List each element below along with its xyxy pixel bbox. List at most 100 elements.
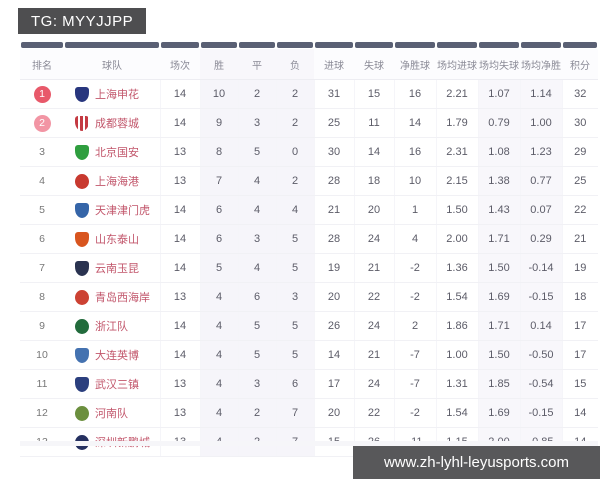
draw-cell: 4 <box>237 195 276 225</box>
strip-segment <box>562 40 598 49</box>
team-name[interactable]: 青岛西海岸 <box>95 292 150 304</box>
avg-goals-for-cell: 1.54 <box>435 398 478 428</box>
strip-segment <box>64 40 160 49</box>
draw-cell: 6 <box>237 282 276 312</box>
rank-badge: 11 <box>36 378 48 390</box>
team-logo-icon <box>75 86 89 102</box>
points-cell: 15 <box>561 369 598 399</box>
team-cell: 青岛西海岸 <box>64 282 160 312</box>
table-row: 12 河南队 13 4 2 7 20 22 -2 1.54 1.69 -0.15… <box>20 398 598 428</box>
team-name[interactable]: 浙江队 <box>95 321 128 333</box>
goals-against-cell: 22 <box>353 398 394 428</box>
table-bottom-edge <box>20 441 598 446</box>
team-name[interactable]: 成都蓉城 <box>95 118 139 130</box>
points-cell: 29 <box>561 137 598 167</box>
goals-for-cell: 20 <box>313 282 354 312</box>
col-header-played: 场次 <box>160 49 200 80</box>
goals-against-cell: 24 <box>353 224 394 254</box>
goals-against-cell: 20 <box>353 195 394 225</box>
avg-goals-against-cell: 1.50 <box>477 340 520 370</box>
team-cell: 武汉三镇 <box>64 369 160 399</box>
col-header-goal-diff: 净胜球 <box>394 49 436 80</box>
avg-goals-for-cell: 2.15 <box>435 166 478 196</box>
goals-for-cell: 28 <box>313 224 354 254</box>
loss-cell: 3 <box>275 282 314 312</box>
loss-cell: 2 <box>275 108 314 138</box>
table-row: 10 大连英博 14 4 5 5 14 21 -7 1.00 1.50 -0.5… <box>20 340 598 370</box>
team-logo-icon <box>75 376 89 392</box>
table-row: 11 武汉三镇 13 4 3 6 17 24 -7 1.31 1.85 -0.5… <box>20 369 598 399</box>
avg-goal-diff-cell: 0.77 <box>519 166 562 196</box>
strip-segment <box>520 40 562 49</box>
team-name[interactable]: 上海申花 <box>95 89 139 101</box>
avg-goal-diff-cell: 1.00 <box>519 108 562 138</box>
goals-against-cell: 21 <box>353 253 394 283</box>
rank-cell: 4 <box>20 166 64 196</box>
team-logo-icon <box>75 115 89 131</box>
avg-goals-against-cell: 1.69 <box>477 398 520 428</box>
avg-goal-diff-cell: 0.14 <box>519 311 562 341</box>
loss-cell: 7 <box>275 398 314 428</box>
played-cell: 13 <box>159 369 200 399</box>
played-cell: 14 <box>159 79 200 109</box>
avg-goal-diff-cell: 0.07 <box>519 195 562 225</box>
table-top-strip <box>20 40 598 49</box>
goals-for-cell: 14 <box>313 340 354 370</box>
strip-segment <box>20 40 64 49</box>
played-cell: 14 <box>159 253 200 283</box>
col-header-avg-goals-for: 场均进球 <box>436 49 478 80</box>
goal-diff-cell: -2 <box>393 398 436 428</box>
rank-badge: 9 <box>39 320 45 332</box>
team-name[interactable]: 大连英博 <box>95 350 139 362</box>
team-name[interactable]: 天津津门虎 <box>95 205 150 217</box>
col-header-points: 积分 <box>562 49 598 80</box>
table-row: 3 北京国安 13 8 5 0 30 14 16 2.31 1.08 1.23 … <box>20 137 598 167</box>
draw-cell: 3 <box>237 369 276 399</box>
table-row: 4 上海海港 13 7 4 2 28 18 10 2.15 1.38 0.77 … <box>20 166 598 196</box>
win-cell: 6 <box>199 224 238 254</box>
avg-goal-diff-cell: -0.54 <box>519 369 562 399</box>
team-name[interactable]: 上海海港 <box>95 176 139 188</box>
rank-badge: 4 <box>39 175 45 187</box>
win-cell: 4 <box>199 311 238 341</box>
goals-against-cell: 11 <box>353 108 394 138</box>
table-row: 8 青岛西海岸 13 4 6 3 20 22 -2 1.54 1.69 -0.1… <box>20 282 598 312</box>
table-row: 5 天津津门虎 14 6 4 4 21 20 1 1.50 1.43 0.07 … <box>20 195 598 225</box>
avg-goal-diff-cell: -0.14 <box>519 253 562 283</box>
goals-for-cell: 31 <box>313 79 354 109</box>
team-name[interactable]: 云南玉昆 <box>95 263 139 275</box>
win-cell: 4 <box>199 398 238 428</box>
team-name[interactable]: 北京国安 <box>95 147 139 159</box>
strip-segment <box>160 40 200 49</box>
rank-badge: 2 <box>33 114 51 132</box>
col-header-goals-against: 失球 <box>354 49 394 80</box>
draw-cell: 4 <box>237 253 276 283</box>
rank-cell: 8 <box>20 282 64 312</box>
avg-goals-for-cell: 1.31 <box>435 369 478 399</box>
team-logo-icon <box>75 347 89 363</box>
avg-goals-against-cell: 1.43 <box>477 195 520 225</box>
played-cell: 13 <box>159 166 200 196</box>
avg-goals-against-cell: 1.07 <box>477 79 520 109</box>
avg-goals-against-cell: 1.71 <box>477 224 520 254</box>
team-name[interactable]: 武汉三镇 <box>95 379 139 391</box>
telegram-watermark-label: TG: MYYJJPP <box>31 12 134 30</box>
team-name[interactable]: 河南队 <box>95 408 128 420</box>
team-name[interactable]: 山东泰山 <box>95 234 139 246</box>
loss-cell: 2 <box>275 79 314 109</box>
strip-segment <box>238 40 276 49</box>
team-logo-icon <box>75 231 89 247</box>
rank-cell: 5 <box>20 195 64 225</box>
team-logo-icon <box>75 173 89 189</box>
strip-segment <box>276 40 314 49</box>
strip-segment <box>200 40 238 49</box>
draw-cell: 2 <box>237 79 276 109</box>
played-cell: 14 <box>159 311 200 341</box>
team-cell: 河南队 <box>64 398 160 428</box>
rank-cell: 6 <box>20 224 64 254</box>
strip-segment <box>394 40 436 49</box>
goals-against-cell: 18 <box>353 166 394 196</box>
played-cell: 13 <box>159 137 200 167</box>
avg-goal-diff-cell: -0.50 <box>519 340 562 370</box>
goals-for-cell: 28 <box>313 166 354 196</box>
